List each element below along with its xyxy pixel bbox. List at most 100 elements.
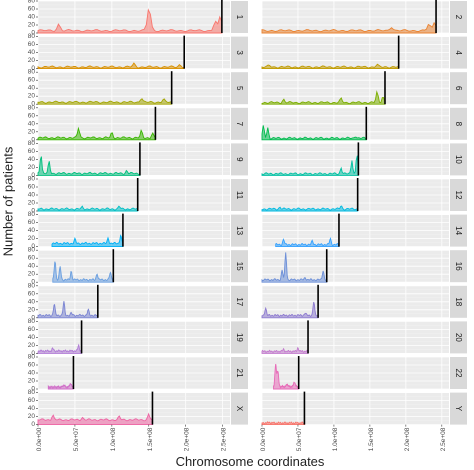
y-tick-label: 40: [28, 192, 36, 199]
y-tick-label: 80: [28, 69, 36, 76]
facet-strip: [231, 36, 248, 69]
facet-strip-label: Y: [454, 406, 463, 412]
y-tick-label: 60: [28, 326, 36, 333]
coverage-area-chr-7: [37, 126, 156, 141]
y-tick-label: 20: [28, 413, 36, 420]
coverage-area-chr-3: [37, 62, 185, 70]
panel-chr-12: 12: [261, 178, 467, 212]
panel-chr-18: 18: [261, 284, 467, 319]
y-tick-label: 80: [28, 318, 36, 325]
y-tick-label: 40: [28, 370, 36, 377]
facet-strip: [231, 179, 248, 211]
y-tick-label: 20: [28, 271, 36, 278]
facet-strip: [231, 250, 248, 283]
coverage-area-chr-21: [47, 383, 74, 390]
y-tick-label: 0: [31, 243, 35, 250]
y-tick-label: 60: [28, 6, 36, 13]
facet-strip-label: 16: [454, 262, 463, 271]
y-tick-label: 0: [31, 101, 35, 108]
y-tick-label: 40: [28, 14, 36, 21]
facet-strip: [450, 1, 467, 33]
facet-strip: [231, 143, 248, 176]
facet-strip: [450, 107, 467, 140]
y-tick-label: 20: [28, 128, 36, 135]
x-tick-label: 5.0e+07: [296, 427, 303, 451]
x-axis-title: Chromosome coordinates: [175, 454, 325, 469]
facet-strip: [450, 392, 467, 425]
y-tick-label: 0: [31, 421, 35, 428]
y-tick-label: 40: [28, 49, 36, 56]
facet-strip: [450, 179, 467, 211]
facet-strip: [450, 36, 467, 69]
facet-strip: [450, 357, 467, 389]
y-tick-label: 80: [28, 104, 36, 111]
facet-strip-label: 21: [235, 369, 244, 378]
facet-strip: [231, 107, 248, 140]
y-tick-label: 80: [28, 247, 36, 254]
facet-strip-label: 10: [454, 155, 463, 164]
facet-strip-label: 5: [235, 86, 244, 91]
x-tick-label: 2.0e+08: [404, 427, 411, 451]
x-tick-label: 0.0e+00: [36, 427, 43, 451]
y-tick-label: 60: [28, 219, 36, 226]
x-tick-label: 5.0e+07: [73, 427, 80, 451]
facet-strip-label: 20: [454, 333, 463, 342]
x-tick-label: 2.5e+08: [440, 427, 447, 451]
y-tick-label: 60: [28, 184, 36, 191]
panel-chr-10: 10: [261, 142, 467, 176]
facet-strip: [231, 214, 248, 247]
facet-strip: [231, 285, 248, 318]
coverage-area-chr-13: [51, 234, 124, 248]
facet-strip-label: 3: [235, 50, 244, 55]
y-tick-label: 20: [28, 57, 36, 64]
y-tick-label: 0: [31, 172, 35, 179]
facet-strip-label: 2: [454, 15, 463, 20]
y-tick-label: 20: [28, 22, 36, 29]
y-tick-label: 80: [28, 282, 36, 289]
facet-strip: [450, 285, 467, 318]
x-tick-label: 0.0e+00: [260, 427, 267, 451]
coverage-area-chr-9: [37, 156, 141, 176]
y-tick-label: 0: [31, 386, 35, 393]
panel-chr-8: 8: [261, 106, 467, 141]
x-tick-label: 2.5e+08: [221, 427, 228, 451]
panel-chr-22: 22: [261, 356, 467, 390]
facet-strip-label: 1: [235, 15, 244, 20]
facet-strip: [450, 250, 467, 283]
facet-strip-label: 13: [235, 226, 244, 235]
y-tick-label: 40: [28, 334, 36, 341]
y-tick-label: 0: [31, 65, 35, 72]
y-tick-label: 20: [28, 235, 36, 242]
facet-strip: [450, 321, 467, 354]
x-tick-label: 1.0e+08: [332, 427, 339, 451]
y-tick-label: 20: [28, 378, 36, 385]
x-tick-label: 2.0e+08: [184, 427, 191, 451]
y-axis-title: Number of patients: [0, 146, 16, 257]
y-tick-label: 20: [28, 306, 36, 313]
facet-strip-label: 4: [454, 50, 463, 55]
y-tick-label: 0: [31, 30, 35, 37]
y-tick-label: 40: [28, 227, 36, 234]
y-tick-label: 0: [31, 208, 35, 215]
y-tick-label: 60: [28, 148, 36, 155]
y-tick-label: 80: [28, 211, 36, 218]
y-tick-label: 60: [28, 77, 36, 84]
y-tick-label: 20: [28, 342, 36, 349]
y-tick-label: 60: [28, 290, 36, 297]
coverage-area-chr-6: [261, 90, 386, 105]
panel-chr-20: 20: [261, 320, 467, 354]
facet-strip-label: 6: [454, 86, 463, 91]
x-tick-label: 1.5e+08: [368, 427, 375, 451]
coverage-area-chr-5: [37, 98, 173, 105]
panel-chr-6: 6: [261, 71, 467, 105]
facet-strip: [231, 1, 248, 33]
